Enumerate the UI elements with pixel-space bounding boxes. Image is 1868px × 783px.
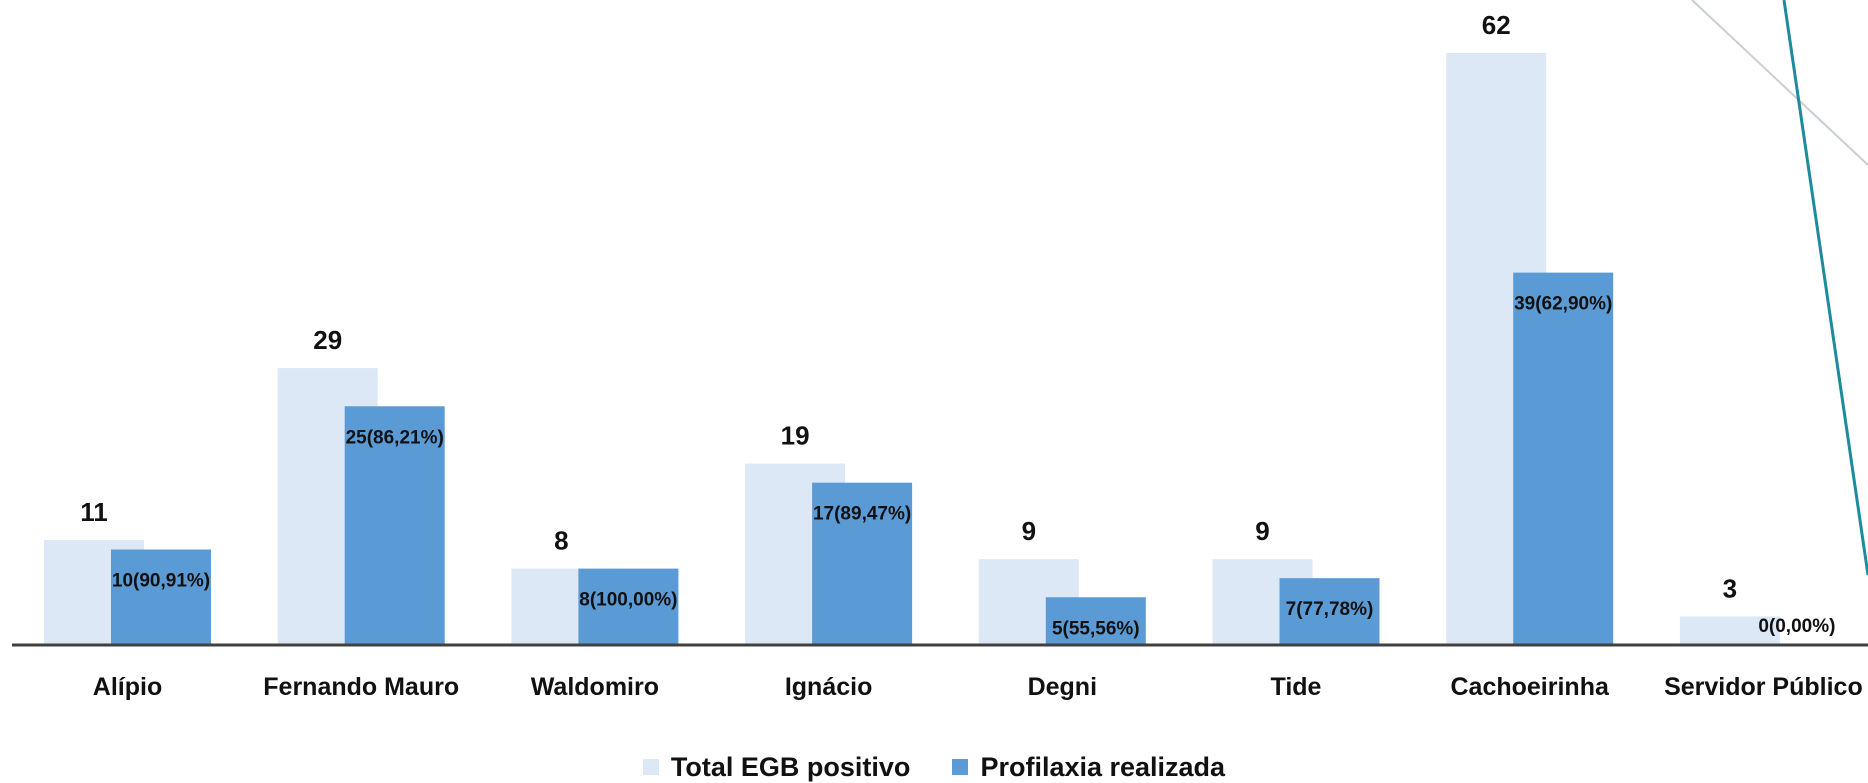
data-label-total: 62	[1482, 10, 1511, 40]
bar-profilaxia	[1045, 597, 1146, 645]
data-label-profilaxia: 17(89,47%)	[813, 504, 911, 525]
data-label-total: 19	[781, 421, 810, 451]
category-label: Ignácio	[785, 673, 873, 701]
bar-profilaxia	[578, 568, 679, 645]
bar-total-egb	[1679, 616, 1780, 645]
data-label-total: 29	[313, 325, 342, 355]
category-label: Degni	[1028, 673, 1097, 701]
data-label-profilaxia: 7(77,78%)	[1286, 599, 1374, 620]
category-label: Alípio	[93, 673, 162, 701]
legend-label-profilaxia: Profilaxia realizada	[980, 751, 1226, 782]
data-label-total: 8	[554, 526, 568, 556]
category-label: Cachoeirinha	[1451, 673, 1610, 701]
data-label-total: 11	[80, 497, 108, 527]
legend-item-total: Total EGB positivo	[642, 751, 911, 783]
legend-item-profilaxia: Profilaxia realizada	[952, 752, 1225, 783]
category-label: Waldomiro	[531, 673, 659, 701]
category-label: Tide	[1271, 673, 1322, 701]
bar-profilaxia	[812, 482, 913, 645]
data-label-profilaxia: 25(86,21%)	[346, 427, 444, 448]
data-label-total: 3	[1723, 573, 1737, 603]
legend-swatch-total	[642, 759, 659, 775]
legend-swatch-profilaxia	[952, 759, 969, 775]
legend-label-total: Total EGB positivo	[670, 751, 911, 782]
bar-profilaxia	[344, 406, 445, 645]
bar-profilaxia	[1279, 578, 1380, 645]
data-label-profilaxia: 39(62,90%)	[1514, 294, 1612, 315]
data-label-total: 9	[1022, 516, 1036, 546]
data-label-profilaxia: 5(55,56%)	[1052, 618, 1140, 639]
bar-profilaxia	[111, 549, 211, 645]
data-label-total: 9	[1255, 516, 1269, 546]
decorative-teal-line	[1782, 0, 1868, 576]
legend: Total EGB positivo Profilaxia realizada	[0, 752, 1868, 782]
category-label: Fernando Mauro	[263, 673, 459, 701]
bars-layer	[44, 53, 1780, 645]
bar-profilaxia	[1513, 272, 1614, 645]
decorative-gray-line	[1691, 0, 1868, 166]
data-label-profilaxia: 10(90,91%)	[112, 571, 210, 592]
data-label-profilaxia: 8(100,00%)	[579, 590, 677, 611]
data-label-profilaxia: 0(0,00%)	[1758, 616, 1835, 637]
category-label: Servidor Público	[1664, 673, 1863, 701]
labels-layer: 11 10(90,91%) Alípio 29 25(86,21%) Fernando M…	[80, 10, 1862, 701]
